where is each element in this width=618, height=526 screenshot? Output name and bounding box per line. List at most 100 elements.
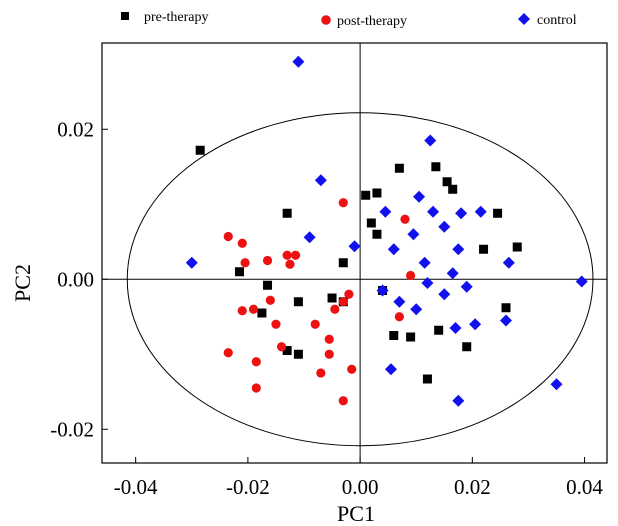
x-axis: -0.04 -0.02 0.00 0.02 0.04 bbox=[114, 457, 603, 499]
data-point-diamond bbox=[303, 231, 316, 244]
confidence-ellipse-layer bbox=[126, 112, 594, 447]
data-point-square bbox=[366, 218, 376, 228]
data-point-circle bbox=[271, 319, 281, 329]
y-tick-label: 0.00 bbox=[57, 267, 94, 291]
legend: pre-therapy post-therapy control bbox=[121, 10, 577, 29]
data-point-square bbox=[431, 162, 441, 172]
data-point-square bbox=[493, 208, 503, 218]
data-point-circle bbox=[240, 258, 250, 268]
data-point-diamond bbox=[427, 205, 440, 218]
data-point-circle bbox=[251, 383, 261, 393]
data-point-diamond bbox=[384, 363, 397, 376]
data-point-circle bbox=[347, 364, 357, 374]
data-point-diamond bbox=[376, 284, 389, 297]
y-axis-title: PC2 bbox=[10, 264, 35, 302]
y-axis: -0.02 0.00 0.02 bbox=[50, 117, 108, 441]
data-point-square bbox=[434, 325, 444, 335]
data-point-square bbox=[257, 308, 267, 318]
x-tick-label: 0.04 bbox=[566, 475, 603, 499]
legend-item-post-therapy: post-therapy bbox=[321, 14, 407, 29]
x-tick-label: -0.02 bbox=[226, 475, 270, 499]
data-point-diamond bbox=[474, 205, 487, 218]
data-point-circle bbox=[344, 289, 354, 299]
data-point-square bbox=[327, 293, 337, 303]
plot-frame bbox=[101, 42, 608, 464]
data-point-square bbox=[479, 244, 489, 254]
data-point-circle bbox=[330, 304, 340, 314]
data-point-diamond bbox=[379, 205, 392, 218]
data-point-circle bbox=[338, 198, 348, 208]
data-point-square bbox=[372, 188, 382, 198]
data-point-circle bbox=[248, 304, 259, 314]
data-point-diamond bbox=[348, 240, 361, 253]
data-point-circle bbox=[316, 368, 326, 378]
confidence-ellipse bbox=[126, 112, 594, 447]
data-point-square bbox=[462, 342, 472, 352]
data-point-square bbox=[448, 184, 458, 194]
data-point-diamond bbox=[314, 174, 327, 187]
data-point-diamond bbox=[421, 277, 434, 289]
data-point-square bbox=[372, 229, 382, 239]
data-point-circle bbox=[251, 357, 261, 367]
data-point-circle bbox=[282, 250, 292, 260]
data-point-circle bbox=[276, 342, 287, 352]
data-point-circle bbox=[338, 297, 348, 307]
x-tick-label: -0.04 bbox=[114, 475, 158, 499]
data-point-diamond bbox=[550, 378, 563, 391]
data-point-diamond bbox=[292, 55, 305, 68]
data-point-square bbox=[263, 280, 273, 290]
x-tick-label: 0.00 bbox=[342, 475, 379, 499]
data-point-square bbox=[512, 242, 522, 252]
data-point-diamond bbox=[438, 220, 451, 233]
data-point-circle bbox=[237, 238, 247, 248]
legend-marker-circle bbox=[321, 15, 331, 25]
data-point-diamond bbox=[455, 207, 468, 220]
series-control bbox=[185, 55, 588, 407]
data-point-diamond bbox=[469, 318, 482, 331]
data-point-diamond bbox=[418, 256, 431, 269]
data-point-square bbox=[282, 208, 292, 218]
data-point-diamond bbox=[393, 295, 406, 308]
data-point-diamond bbox=[407, 228, 420, 241]
data-point-diamond bbox=[575, 275, 588, 288]
data-point-circle bbox=[223, 348, 233, 358]
data-point-diamond bbox=[410, 303, 423, 316]
data-point-square bbox=[406, 332, 416, 342]
data-point-diamond bbox=[424, 134, 437, 147]
legend-label: pre-therapy bbox=[144, 10, 209, 25]
data-point-diamond bbox=[446, 267, 459, 280]
data-point-square bbox=[293, 297, 303, 307]
data-point-square bbox=[389, 331, 399, 340]
data-point-square bbox=[422, 374, 432, 384]
data-point-diamond bbox=[387, 243, 400, 256]
legend-label: post-therapy bbox=[337, 14, 407, 29]
y-tick-label: 0.02 bbox=[57, 117, 94, 141]
legend-marker-square bbox=[121, 12, 129, 20]
series-post-therapy bbox=[223, 198, 416, 406]
data-point-circle bbox=[285, 259, 295, 269]
data-point-circle bbox=[223, 231, 233, 242]
data-points bbox=[185, 55, 588, 407]
data-point-square bbox=[234, 267, 244, 277]
data-point-circle bbox=[310, 319, 320, 329]
legend-item-pre-therapy: pre-therapy bbox=[121, 10, 209, 25]
data-point-diamond bbox=[500, 314, 512, 327]
data-point-diamond bbox=[413, 190, 426, 203]
data-point-circle bbox=[324, 334, 334, 344]
data-point-circle bbox=[265, 295, 275, 305]
x-tick-label: 0.02 bbox=[454, 475, 491, 499]
data-point-square bbox=[195, 145, 205, 155]
data-point-circle bbox=[290, 250, 301, 260]
data-point-square bbox=[282, 346, 292, 355]
legend-marker-diamond bbox=[518, 13, 530, 25]
data-point-circle bbox=[400, 214, 410, 224]
data-point-square bbox=[361, 190, 371, 200]
zero-lines bbox=[102, 43, 607, 463]
data-point-square bbox=[293, 349, 303, 359]
data-point-circle bbox=[324, 349, 334, 359]
x-axis-title: PC1 bbox=[337, 501, 375, 526]
data-point-diamond bbox=[185, 256, 198, 269]
data-point-square bbox=[442, 177, 452, 187]
data-point-square bbox=[394, 163, 404, 173]
